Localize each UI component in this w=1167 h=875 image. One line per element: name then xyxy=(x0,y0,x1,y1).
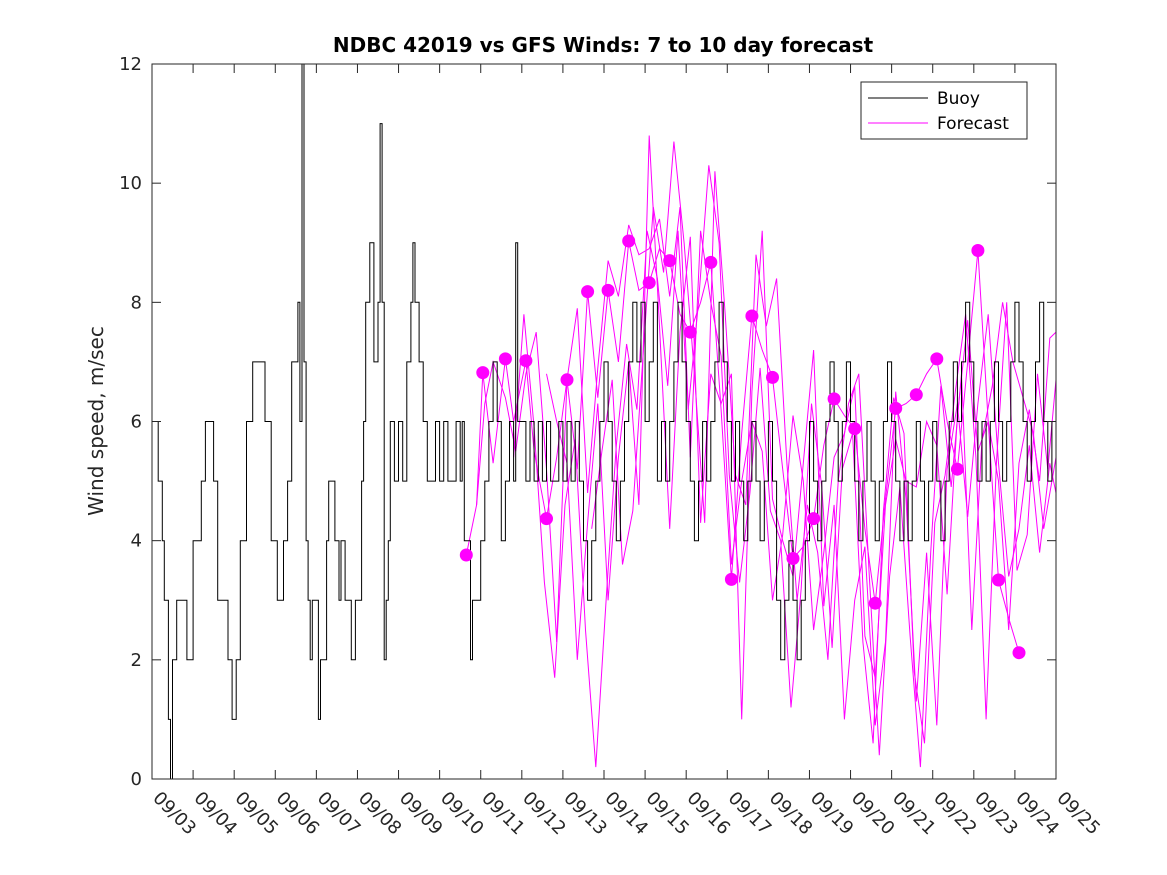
forecast-point xyxy=(601,283,615,297)
forecast-point xyxy=(519,354,533,368)
y-tick-label: 6 xyxy=(131,412,142,433)
forecast-point xyxy=(622,234,636,248)
forecast-point xyxy=(848,422,862,436)
forecast-line-4 xyxy=(591,141,1057,768)
forecast-line-1 xyxy=(476,206,1057,678)
y-tick-label: 12 xyxy=(119,54,142,75)
forecast-point xyxy=(827,392,841,406)
legend-box xyxy=(860,81,1028,140)
forecast-point xyxy=(459,548,473,562)
forecast-point xyxy=(476,366,490,380)
forecast-point xyxy=(724,572,738,586)
forecast-point xyxy=(683,325,697,339)
forecast-point xyxy=(971,244,985,257)
forecast-markers xyxy=(459,234,1026,660)
forecast-point xyxy=(663,254,677,268)
forecast-point xyxy=(868,596,882,610)
legend-forecast-label: Forecast xyxy=(937,114,1009,134)
forecast-point xyxy=(642,276,656,290)
forecast-point xyxy=(745,309,759,323)
forecast-point xyxy=(930,352,944,366)
legend: Buoy Forecast xyxy=(860,81,1028,140)
forecast-point xyxy=(992,573,1005,587)
forecast-point xyxy=(498,352,512,366)
forecast-point xyxy=(540,512,553,526)
y-tick-label: 2 xyxy=(131,650,142,671)
forecast-point xyxy=(807,512,821,526)
forecast-point xyxy=(786,552,800,565)
forecast-point xyxy=(950,462,964,476)
y-tick-label: 10 xyxy=(119,173,142,194)
y-tick-label: 4 xyxy=(131,531,142,552)
buoy-line xyxy=(152,63,1057,780)
y-axis-label: Wind speed, m/sec xyxy=(84,326,108,516)
y-tick-label: 0 xyxy=(131,769,142,790)
forecast-line-0 xyxy=(465,240,1020,653)
forecast-point xyxy=(889,401,903,415)
forecast-point xyxy=(909,388,923,402)
forecast-line-3 xyxy=(546,135,1057,726)
forecast-point xyxy=(766,370,779,384)
forecast-point xyxy=(560,373,574,387)
legend-buoy-label: Buoy xyxy=(937,89,980,109)
chart-title: NDBC 42019 vs GFS Winds: 7 to 10 day for… xyxy=(333,33,874,57)
forecast-point xyxy=(1012,646,1026,660)
forecast-point xyxy=(704,255,718,269)
forecast-line-2 xyxy=(513,165,1057,768)
forecast-point xyxy=(581,285,595,299)
series-layer xyxy=(152,63,1057,780)
y-tick-label: 8 xyxy=(131,292,142,313)
